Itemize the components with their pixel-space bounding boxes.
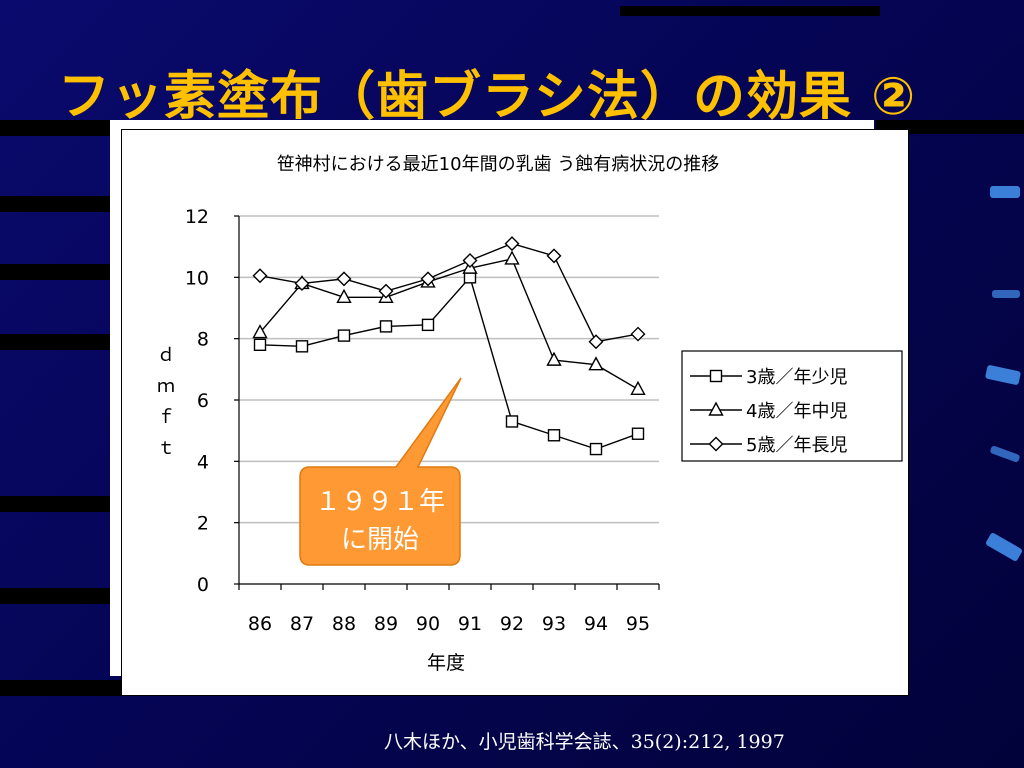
legend-marker — [709, 369, 723, 383]
y-tick-label: 12 — [185, 206, 209, 228]
data-point — [379, 320, 393, 333]
x-tick-label: 94 — [584, 613, 608, 635]
series-line — [259, 242, 639, 343]
data-point — [294, 275, 310, 291]
x-tick-label: 86 — [248, 613, 272, 635]
slide-title: フッ素塗布（歯ブラシ法）の効果 ② — [58, 67, 917, 127]
legend-marker — [708, 436, 724, 452]
data-point — [295, 340, 309, 353]
data-point — [252, 324, 268, 339]
callout-bubble — [299, 377, 462, 566]
y-axis-label-char: ｆ — [157, 407, 175, 428]
x-tick-label: 89 — [374, 613, 398, 635]
x-tick-label: 91 — [458, 613, 482, 635]
y-tick-label: 6 — [197, 390, 209, 412]
series-line — [259, 275, 639, 450]
data-point — [421, 318, 435, 332]
data-point — [253, 338, 267, 352]
y-axis-label-char: ｍ — [157, 376, 175, 397]
y-tick-label: 10 — [185, 267, 209, 289]
data-point — [462, 252, 478, 268]
legend-label: 5歳／年長児 — [746, 435, 847, 456]
axes: 0 2 4 6 8 10 12 86 87 88 89 90 91 92 93 94 95 — [185, 206, 660, 635]
data-point — [505, 415, 519, 428]
data-point — [504, 236, 520, 252]
data-point — [336, 288, 352, 303]
y-tick-label: 2 — [197, 513, 209, 535]
data-point — [589, 442, 603, 456]
callout: １９９１年 に開始 — [299, 377, 462, 566]
x-axis-label: 年度 — [427, 652, 465, 674]
legend-label: 3歳／年少児 — [746, 367, 847, 388]
legend-label: 4歳／年中児 — [746, 401, 847, 422]
line-chart: 笹神村における最近10年間の乳歯 う蝕有病状況の推移 0 2 4 6 8 10 12 86 87… — [157, 154, 903, 674]
y-tick-label: 8 — [197, 329, 209, 351]
chart-title: 笹神村における最近10年間の乳歯 う蝕有病状況の推移 — [277, 154, 720, 175]
data-point — [630, 380, 646, 395]
y-axis-label-char: ｔ — [157, 438, 175, 459]
data-point — [420, 271, 436, 287]
x-tick-label: 95 — [626, 613, 650, 635]
callout-line-2: に開始 — [341, 525, 419, 555]
data-point — [336, 271, 352, 287]
data-point — [337, 329, 351, 342]
series-3 — [252, 236, 646, 350]
chart-frame: 笹神村における最近10年間の乳歯 う蝕有病状況の推移 0 2 4 6 8 10 12 86 87… — [121, 129, 909, 696]
citation: 八木ほか、小児歯科学会誌、35(2):212, 1997 — [384, 731, 785, 753]
series-2 — [252, 250, 646, 395]
data-point — [546, 248, 562, 264]
data-point — [252, 268, 268, 284]
series-1 — [253, 271, 645, 456]
series-line — [259, 258, 639, 390]
callout-line-1: １９９１年 — [315, 487, 445, 517]
legend: 3歳／年少児 4歳／年中児 5歳／年長児 — [681, 350, 903, 462]
data-series — [252, 236, 646, 456]
x-tick-label: 87 — [290, 613, 314, 635]
data-point — [630, 326, 646, 342]
y-axis-label-char: ｄ — [157, 345, 175, 366]
data-point — [588, 356, 604, 371]
x-tick-label: 90 — [416, 613, 440, 635]
x-tick-label: 93 — [542, 613, 566, 635]
data-point — [378, 283, 394, 299]
data-point — [504, 250, 520, 265]
x-tick-label: 88 — [332, 613, 356, 635]
y-tick-label: 0 — [197, 574, 209, 596]
data-point — [588, 334, 604, 350]
data-point — [547, 429, 561, 442]
legend-marker — [708, 401, 724, 416]
y-tick-label: 4 — [197, 451, 209, 473]
x-tick-label: 92 — [500, 613, 524, 635]
data-point — [546, 351, 562, 366]
data-point — [631, 427, 645, 440]
